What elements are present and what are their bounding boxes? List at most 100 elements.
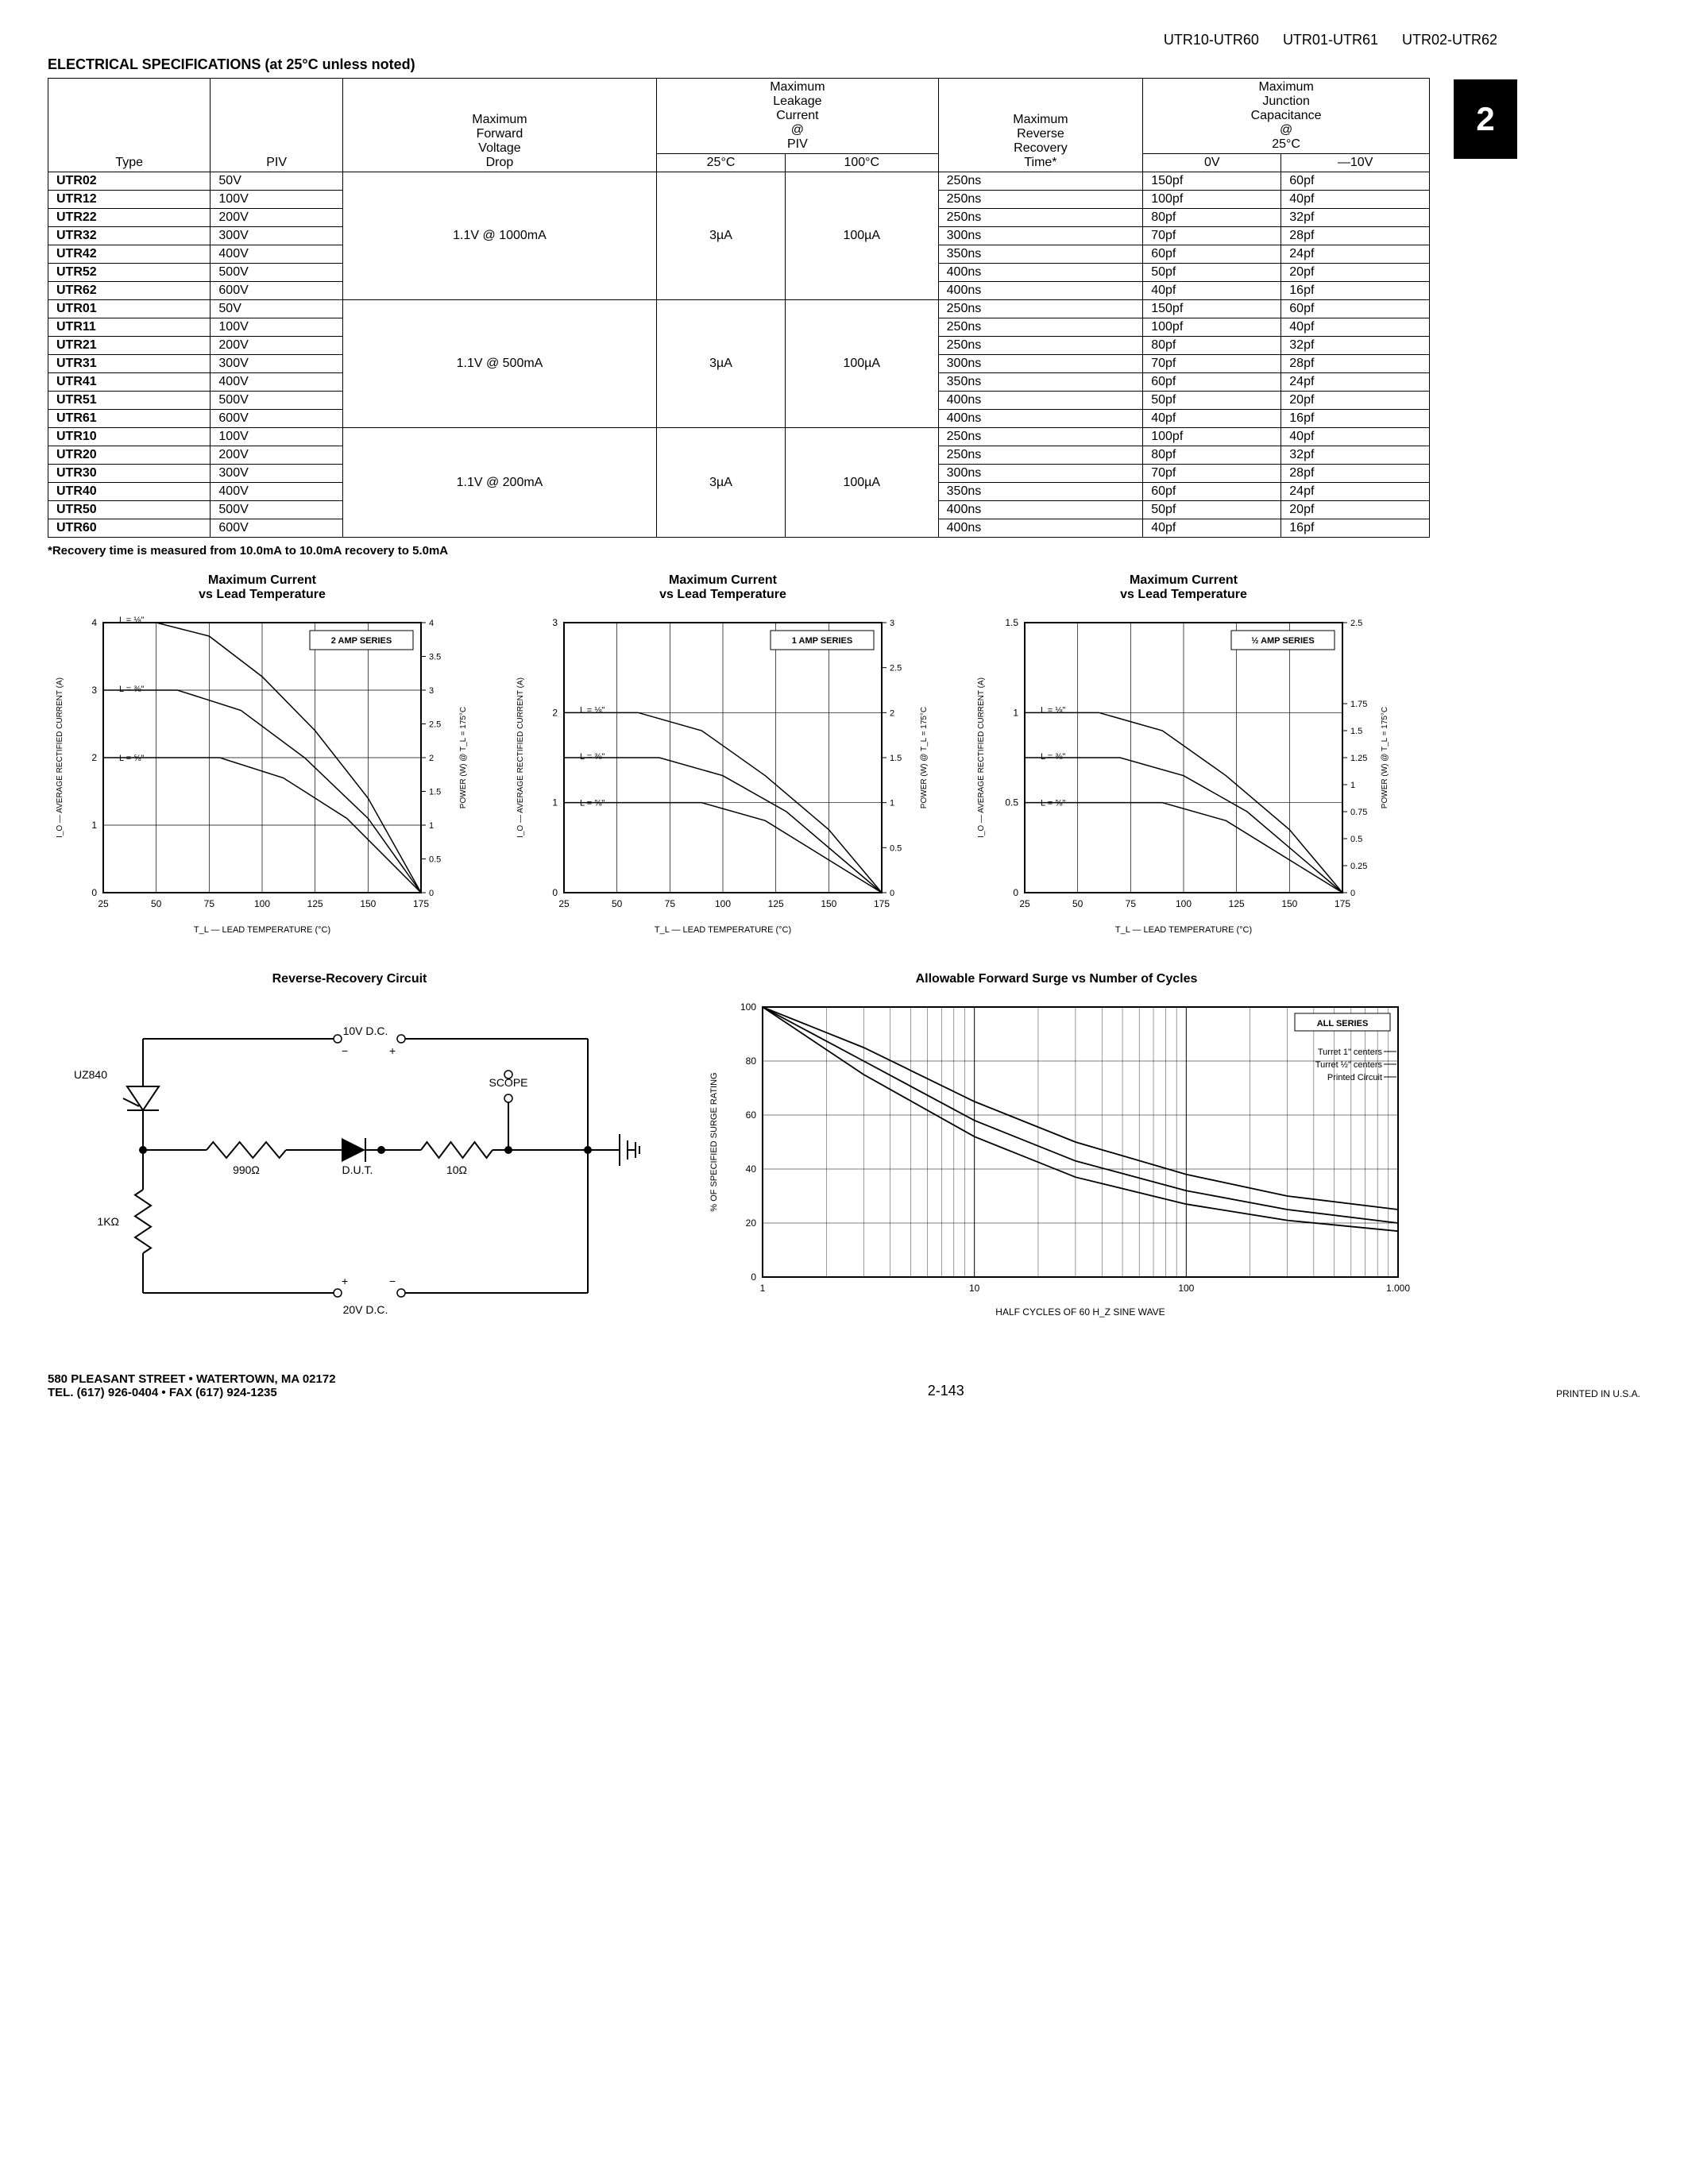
svg-text:150: 150: [821, 898, 836, 909]
svg-text:175: 175: [874, 898, 890, 909]
svg-text:1: 1: [890, 799, 894, 808]
svg-text:60: 60: [746, 1109, 757, 1121]
svg-text:L = ⅜": L = ⅜": [1041, 752, 1065, 762]
svg-text:1KΩ: 1KΩ: [97, 1215, 119, 1228]
section-title: ELECTRICAL SPECIFICATIONS (at 25°C unles…: [48, 56, 1640, 73]
svg-text:3: 3: [552, 617, 558, 628]
svg-text:0: 0: [91, 887, 97, 898]
footer-address-2: TEL. (617) 926-0404 • FAX (617) 924-1235: [48, 1386, 336, 1399]
svg-text:POWER (W) @ T_L = 175°C: POWER (W) @ T_L = 175°C: [459, 707, 468, 808]
page-number: 2-143: [928, 1383, 964, 1399]
chart-svg: 25507510012515017500.511.500.250.50.7511…: [969, 607, 1398, 940]
svg-text:0.75: 0.75: [1350, 808, 1367, 817]
printed-label: PRINTED IN U.S.A.: [1556, 1388, 1640, 1399]
svg-text:80: 80: [746, 1055, 757, 1067]
svg-text:ALL SERIES: ALL SERIES: [1317, 1019, 1369, 1028]
svg-text:POWER (W) @ T_L = 175°C: POWER (W) @ T_L = 175°C: [1381, 707, 1389, 808]
svg-text:0.5: 0.5: [890, 843, 902, 853]
svg-text:1: 1: [91, 820, 97, 831]
svg-text:25: 25: [98, 898, 109, 909]
chart-svg: 255075100125150175012300.511.522.53L = ⅛…: [508, 607, 937, 940]
svg-text:100: 100: [1178, 1283, 1194, 1294]
svg-text:125: 125: [307, 898, 323, 909]
svg-text:1 AMP SERIES: 1 AMP SERIES: [792, 636, 852, 646]
svg-text:HALF CYCLES OF 60 H_Z SINE WAV: HALF CYCLES OF 60 H_Z SINE WAVE: [995, 1306, 1165, 1318]
table-row: UTR0150V1.1V @ 500mA3µA100µA250ns150pf60…: [48, 300, 1430, 318]
svg-text:1: 1: [429, 821, 434, 831]
svg-text:75: 75: [1126, 898, 1137, 909]
svg-text:½ AMP SERIES: ½ AMP SERIES: [1251, 636, 1314, 646]
table-row: UTR0250V1.1V @ 1000mA3µA100µA250ns150pf6…: [48, 172, 1430, 191]
svg-text:0: 0: [552, 887, 558, 898]
part-numbers-header: UTR10-UTR60 UTR01-UTR61 UTR02-UTR62: [48, 32, 1640, 48]
svg-text:T_L — LEAD TEMPERATURE (°C): T_L — LEAD TEMPERATURE (°C): [194, 925, 330, 935]
footer-address-1: 580 PLEASANT STREET • WATERTOWN, MA 0217…: [48, 1372, 336, 1386]
svg-text:L = ⅜": L = ⅜": [119, 685, 144, 694]
svg-text:L = ⅝": L = ⅝": [580, 799, 605, 808]
surge-title: Allowable Forward Surge vs Number of Cyc…: [699, 972, 1414, 986]
surge-chart: Allowable Forward Surge vs Number of Cyc…: [699, 972, 1414, 1325]
svg-text:1.5: 1.5: [1005, 617, 1018, 628]
svg-text:100: 100: [715, 898, 731, 909]
svg-text:2 AMP SERIES: 2 AMP SERIES: [331, 636, 392, 646]
svg-text:−: −: [389, 1275, 396, 1287]
svg-text:2: 2: [890, 708, 894, 718]
svg-text:I_O — AVERAGE RECTIFIED CURREN: I_O — AVERAGE RECTIFIED CURRENT (A): [56, 677, 64, 838]
chart-title: Maximum Currentvs Lead Temperature: [508, 573, 937, 602]
chart-svg: 2550751001251501750123400.511.522.533.54…: [48, 607, 477, 940]
svg-text:50: 50: [151, 898, 162, 909]
svg-text:2: 2: [91, 752, 97, 763]
svg-text:+: +: [342, 1275, 348, 1287]
section-tab: 2: [1454, 79, 1517, 159]
svg-text:L = ⅜": L = ⅜": [580, 752, 605, 762]
svg-text:3: 3: [429, 686, 434, 696]
reverse-recovery-circuit: Reverse-Recovery Circuit 10V D.C.−+990ΩD…: [48, 972, 651, 1325]
svg-text:2.5: 2.5: [429, 720, 441, 730]
svg-text:UZ840: UZ840: [74, 1068, 107, 1081]
svg-text:4: 4: [429, 619, 434, 628]
svg-text:20V D.C.: 20V D.C.: [343, 1303, 388, 1316]
svg-text:75: 75: [665, 898, 676, 909]
svg-text:L = ⅝": L = ⅝": [119, 754, 144, 763]
spec-table: TypePIVMaximumForwardVoltageDropMaximumL…: [48, 78, 1430, 538]
svg-text:125: 125: [768, 898, 784, 909]
svg-text:3: 3: [890, 619, 894, 628]
svg-text:POWER (W) @ T_L = 175°C: POWER (W) @ T_L = 175°C: [920, 707, 929, 808]
svg-text:I_O — AVERAGE RECTIFIED CURREN: I_O — AVERAGE RECTIFIED CURRENT (A): [977, 677, 986, 838]
svg-text:10: 10: [969, 1283, 980, 1294]
svg-text:1.5: 1.5: [890, 754, 902, 763]
svg-text:1: 1: [1013, 707, 1018, 718]
svg-text:T_L — LEAD TEMPERATURE (°C): T_L — LEAD TEMPERATURE (°C): [655, 925, 791, 935]
svg-text:175: 175: [413, 898, 429, 909]
svg-text:50: 50: [1072, 898, 1083, 909]
circuit-diagram: 10V D.C.−+990ΩD.U.T.10ΩSCOPEUZ8401KΩ+20V…: [48, 991, 651, 1325]
svg-text:100: 100: [254, 898, 270, 909]
svg-text:1: 1: [1350, 781, 1355, 790]
svg-text:25: 25: [1019, 898, 1030, 909]
part-range-1: UTR10-UTR60: [1164, 32, 1259, 48]
svg-text:100: 100: [740, 1001, 756, 1013]
svg-text:100: 100: [1176, 898, 1192, 909]
page-footer: 580 PLEASANT STREET • WATERTOWN, MA 0217…: [48, 1372, 1640, 1399]
svg-text:1.5: 1.5: [1350, 727, 1362, 736]
svg-text:2.5: 2.5: [1350, 619, 1362, 628]
svg-text:0: 0: [429, 889, 434, 898]
svg-text:I_O — AVERAGE RECTIFIED CURREN: I_O — AVERAGE RECTIFIED CURRENT (A): [516, 677, 525, 838]
svg-text:−: −: [342, 1044, 348, 1057]
svg-text:1.5: 1.5: [429, 788, 441, 797]
part-range-2: UTR01-UTR61: [1283, 32, 1378, 48]
svg-text:1.25: 1.25: [1350, 754, 1367, 763]
svg-text:L = ⅛": L = ⅛": [119, 615, 144, 625]
svg-text:10Ω: 10Ω: [446, 1163, 467, 1176]
svg-text:3.5: 3.5: [429, 653, 441, 662]
svg-text:150: 150: [1281, 898, 1297, 909]
svg-text:10V D.C.: 10V D.C.: [343, 1024, 388, 1037]
svg-text:40: 40: [746, 1163, 757, 1175]
svg-text:T_L — LEAD TEMPERATURE (°C): T_L — LEAD TEMPERATURE (°C): [1115, 925, 1252, 935]
svg-text:L = ⅛": L = ⅛": [1041, 705, 1065, 715]
svg-text:990Ω: 990Ω: [233, 1163, 260, 1176]
current-temp-chart-0: Maximum Currentvs Lead Temperature255075…: [48, 573, 477, 940]
svg-text:75: 75: [204, 898, 215, 909]
svg-text:0: 0: [1013, 887, 1018, 898]
svg-text:+: +: [389, 1044, 396, 1057]
